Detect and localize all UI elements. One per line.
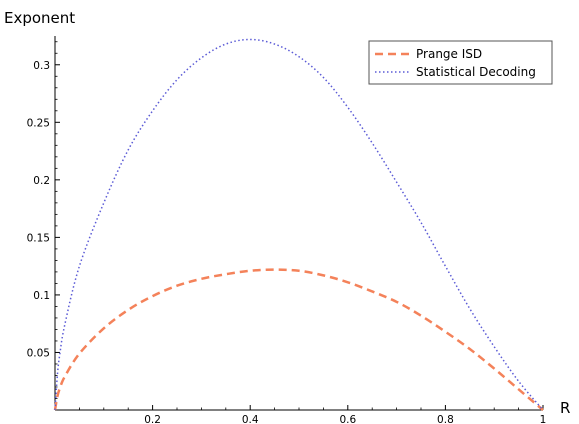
y-tick-label: 0.15 xyxy=(27,232,50,244)
axes xyxy=(54,36,543,411)
series-layer xyxy=(53,38,544,411)
series-line-prange-isd xyxy=(53,268,544,411)
x-tick-label: 1 xyxy=(540,414,547,424)
y-tick-label: 0.3 xyxy=(33,60,50,72)
y-axis-title: Exponent xyxy=(4,9,75,27)
y-tick-label: 0.05 xyxy=(27,347,50,359)
legend: Prange ISD Statistical Decoding xyxy=(368,40,553,85)
y-tick-label: 0.25 xyxy=(27,117,50,129)
y-tick-label: 0.1 xyxy=(33,290,50,302)
x-tick-label: 0.8 xyxy=(437,414,454,424)
y-tick-label: 0.2 xyxy=(33,175,50,187)
legend-label-prange-isd: Prange ISD xyxy=(416,47,482,61)
ticks: 0.05 0.1 0.15 0.2 0.25 0.3 0.2 0.4 0.6 0.8 1 xyxy=(27,41,547,424)
x-axis-title: R xyxy=(560,399,570,417)
x-tick-label: 0.6 xyxy=(339,414,356,424)
x-tick-label: 0.4 xyxy=(242,414,259,424)
legend-label-statistical-decoding: Statistical Decoding xyxy=(416,65,536,79)
x-tick-label: 0.2 xyxy=(144,414,161,424)
series-line-statistical-decoding xyxy=(54,38,544,411)
legend-box xyxy=(368,40,553,85)
